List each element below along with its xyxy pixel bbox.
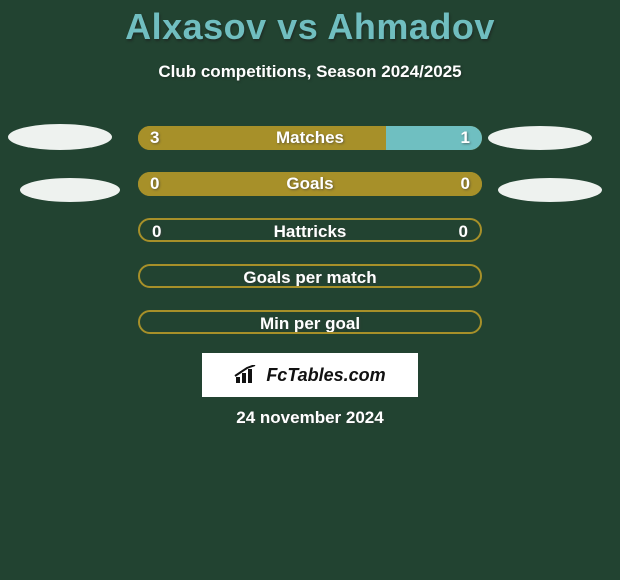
date-line: 24 november 2024 (0, 408, 620, 428)
page-title: Alxasov vs Ahmadov (0, 6, 620, 48)
stat-label: Min per goal (140, 314, 480, 334)
stat-value-right: 1 (461, 128, 470, 148)
stat-label: Matches (138, 128, 482, 148)
brand-text: FcTables.com (266, 365, 385, 386)
stat-label: Hattricks (140, 222, 480, 242)
bar-chart-icon (234, 365, 260, 385)
player-left-shadow (8, 124, 112, 150)
brand-box: FcTables.com (202, 353, 418, 397)
stat-bar: Matches3 1 (138, 126, 482, 150)
stat-row: Min per goal (0, 310, 620, 334)
stat-value-left: 0 (150, 174, 159, 194)
player-right-shadow (488, 126, 592, 150)
stat-row: Goals per match (0, 264, 620, 288)
player-left-shadow (20, 178, 120, 202)
comparison-infographic: Alxasov vs Ahmadov Club competitions, Se… (0, 0, 620, 580)
stat-value-right: 0 (461, 174, 470, 194)
stat-row: Matches3 1 (0, 126, 620, 150)
subtitle: Club competitions, Season 2024/2025 (0, 62, 620, 82)
stat-label: Goals (138, 174, 482, 194)
stat-value-left: 3 (150, 128, 159, 148)
stat-bar: Min per goal (138, 310, 482, 334)
stat-bar: Goals0 0 (138, 172, 482, 196)
stat-value-left: 0 (152, 222, 161, 242)
stat-label: Goals per match (140, 268, 480, 288)
stat-row: Goals0 0 (0, 172, 620, 196)
stat-value-right: 0 (459, 222, 468, 242)
stat-bar: Hattricks0 0 (138, 218, 482, 242)
player-right-shadow (498, 178, 602, 202)
stat-row: Hattricks0 0 (0, 218, 620, 242)
stat-bar: Goals per match (138, 264, 482, 288)
